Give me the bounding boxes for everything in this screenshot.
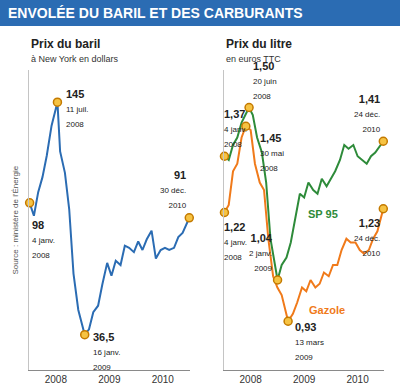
svg-text:2008: 2008 <box>45 374 68 385</box>
svg-text:1,4124 déc.2010: 1,4124 déc.2010 <box>354 93 381 134</box>
svg-text:9130 déc.2010: 9130 déc.2010 <box>160 169 187 210</box>
svg-text:1,5020 juin2008: 1,5020 juin2008 <box>253 60 277 101</box>
svg-text:1,224 janv.2008: 1,224 janv.2008 <box>224 221 247 262</box>
svg-text:Gazole: Gazole <box>309 304 345 316</box>
svg-text:2008: 2008 <box>240 374 263 385</box>
svg-text:à New York en dollars: à New York en dollars <box>31 54 119 64</box>
svg-text:Prix du litre: Prix du litre <box>226 37 292 51</box>
svg-text:Source : ministère de l'Énergi: Source : ministère de l'Énergie <box>11 165 20 274</box>
svg-text:1,042 janv.2009: 1,042 janv.2009 <box>249 232 273 273</box>
svg-text:2009: 2009 <box>98 374 121 385</box>
svg-text:2010: 2010 <box>346 374 369 385</box>
svg-text:2009: 2009 <box>293 374 316 385</box>
svg-text:36,516 janv.2009: 36,516 janv.2009 <box>93 331 120 372</box>
svg-text:en euros TTC: en euros TTC <box>226 54 281 64</box>
svg-text:1,4530 mai2008: 1,4530 mai2008 <box>260 132 284 173</box>
svg-text:1,2324 déc.2010: 1,2324 déc.2010 <box>354 217 381 258</box>
svg-text:Prix du baril: Prix du baril <box>31 37 100 51</box>
svg-text:0,9313 mars2009: 0,9313 mars2009 <box>295 321 324 362</box>
svg-text:984 janv.2008: 984 janv.2008 <box>32 219 55 260</box>
svg-text:SP 95: SP 95 <box>308 208 338 220</box>
svg-text:14511 juil.2008: 14511 juil.2008 <box>66 88 89 129</box>
svg-text:1,374 janv.2008: 1,374 janv.2008 <box>224 108 247 149</box>
svg-text:2010: 2010 <box>152 374 175 385</box>
html-text:ENVOLÉE DU BARIL ET DES CARBUR: ENVOLÉE DU BARIL ET DES CARBURANTS <box>8 5 303 21</box>
